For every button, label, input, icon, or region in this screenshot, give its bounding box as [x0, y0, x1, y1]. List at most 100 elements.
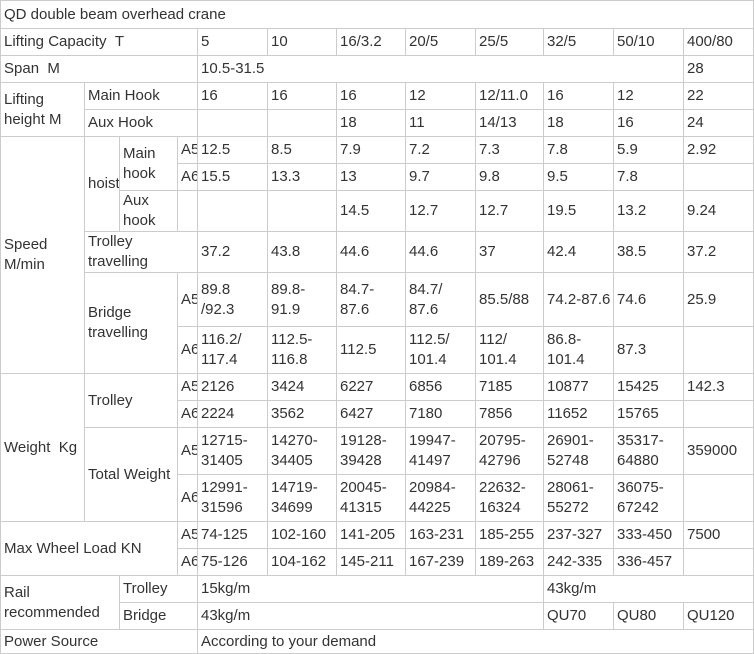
spec-cell: 12.7: [475, 190, 544, 232]
spec-cell: 74-125: [197, 521, 268, 549]
row-label-span: Span M: [0, 55, 198, 83]
power-source-value-cell: According to your demand: [197, 629, 754, 654]
spec-cell: 7.2: [405, 136, 476, 164]
spec-cell: 37.2: [683, 231, 754, 273]
spec-cell: 104-162: [267, 548, 337, 576]
spec-cell: [683, 400, 754, 428]
row-label-lifting-height: Lifting height M: [0, 82, 85, 137]
spec-cell: 74.6: [613, 272, 684, 327]
spec-cell: 2126: [197, 373, 268, 401]
spec-cell: 18: [543, 109, 614, 137]
spec-cell: 112.5/ 101.4: [405, 326, 476, 374]
spec-cell: 85.5/88: [475, 272, 544, 327]
spec-cell: 12/11.0: [475, 82, 544, 110]
grade-cell: A6: [177, 163, 198, 191]
spec-cell: 87.3: [613, 326, 684, 374]
row-label-rail-trolley: Trolley: [119, 575, 198, 603]
spec-cell: 7180: [405, 400, 476, 428]
spec-cell: 7185: [475, 373, 544, 401]
spec-cell: 13.3: [267, 163, 337, 191]
spec-cell: 75-126: [197, 548, 268, 576]
spec-cell: 13.2: [613, 190, 684, 232]
spec-cell: 37: [475, 231, 544, 273]
spec-cell: 20045- 41315: [336, 474, 406, 522]
spec-cell: 3562: [267, 400, 337, 428]
spec-cell: 20795- 42796: [475, 427, 544, 475]
spec-cell: 102-160: [267, 521, 337, 549]
spec-cell: 14719- 34699: [267, 474, 337, 522]
spec-cell: 7.8: [613, 163, 684, 191]
rail-type-cell: QU70: [543, 602, 614, 630]
spec-cell: 26901- 52748: [543, 427, 614, 475]
capacity-header-cell: 5: [197, 28, 268, 56]
spec-cell: 44.6: [336, 231, 406, 273]
spec-cell: 8.5: [267, 136, 337, 164]
row-label-rail-recommended: Rail recommended: [0, 575, 120, 630]
spec-cell: [197, 190, 268, 232]
spec-cell: 37.2: [197, 231, 268, 273]
spec-cell: 36075- 67242: [613, 474, 684, 522]
spec-cell: 42.4: [543, 231, 614, 273]
grade-cell: A6: [177, 400, 198, 428]
spec-cell: 11652: [543, 400, 614, 428]
capacity-header-cell: 20/5: [405, 28, 476, 56]
spec-cell: 167-239: [405, 548, 476, 576]
spec-cell: 7.9: [336, 136, 406, 164]
row-label-rail-bridge: Bridge: [119, 602, 198, 630]
spec-cell: 9.7: [405, 163, 476, 191]
spec-cell: 3424: [267, 373, 337, 401]
row-label-main-hook: Main Hook: [84, 82, 198, 110]
rail-type-cell: QU120: [683, 602, 754, 630]
grade-cell: A6: [177, 474, 198, 522]
spec-cell: 86.8- 101.4: [543, 326, 614, 374]
rail-trolley-left-cell: 15kg/m: [197, 575, 544, 603]
spec-cell: 19947- 41497: [405, 427, 476, 475]
capacity-header-cell: 10: [267, 28, 337, 56]
spec-cell: 9.24: [683, 190, 754, 232]
spec-cell: 19128- 39428: [336, 427, 406, 475]
table-title: QD double beam overhead crane: [0, 0, 754, 29]
row-label-speed: Speed M/min: [0, 136, 85, 374]
row-label-max-wheel-load: Max Wheel Load KN: [0, 521, 178, 576]
spec-cell: 7856: [475, 400, 544, 428]
spec-cell: 13: [336, 163, 406, 191]
spec-cell: 84.7-87.6: [336, 272, 406, 327]
spec-cell: 89.8 /92.3: [197, 272, 268, 327]
spec-cell: 20984- 44225: [405, 474, 476, 522]
spec-cell: 142.3: [683, 373, 754, 401]
spec-cell: 74.2-87.6: [543, 272, 614, 327]
spec-cell: 242-335: [543, 548, 614, 576]
spec-cell: 359000: [683, 427, 754, 475]
row-label-bridge-travelling: Bridge travelling: [84, 272, 178, 374]
spec-cell: 14.5: [336, 190, 406, 232]
grade-cell: A5: [177, 427, 198, 475]
empty-cell: [177, 190, 198, 232]
rail-bridge-left-cell: 43kg/m: [197, 602, 544, 630]
spec-cell: 112/ 101.4: [475, 326, 544, 374]
grade-cell: A5: [177, 521, 198, 549]
spec-cell: 11: [405, 109, 476, 137]
spec-cell: 163-231: [405, 521, 476, 549]
spec-cell: 116.2/ 117.4: [197, 326, 268, 374]
spec-cell: [683, 474, 754, 522]
spec-cell: 16: [197, 82, 268, 110]
spec-cell: 25.9: [683, 272, 754, 327]
row-label-weight: Weight Kg: [0, 373, 85, 522]
spec-cell: 7500: [683, 521, 754, 549]
spec-cell: [683, 163, 754, 191]
spec-cell: 14/13: [475, 109, 544, 137]
grade-cell: A6: [177, 326, 198, 374]
spec-cell: 2224: [197, 400, 268, 428]
spec-cell: 10877: [543, 373, 614, 401]
spec-cell: 16: [267, 82, 337, 110]
spec-cell: 9.5: [543, 163, 614, 191]
row-label-weight-trolley: Trolley: [84, 373, 178, 428]
spec-cell: 28061- 55272: [543, 474, 614, 522]
spec-cell: 84.7/ 87.6: [405, 272, 476, 327]
spec-cell: 16: [336, 82, 406, 110]
spec-cell: 15.5: [197, 163, 268, 191]
spec-cell: 19.5: [543, 190, 614, 232]
spec-cell: 141-205: [336, 521, 406, 549]
spec-cell: 15765: [613, 400, 684, 428]
